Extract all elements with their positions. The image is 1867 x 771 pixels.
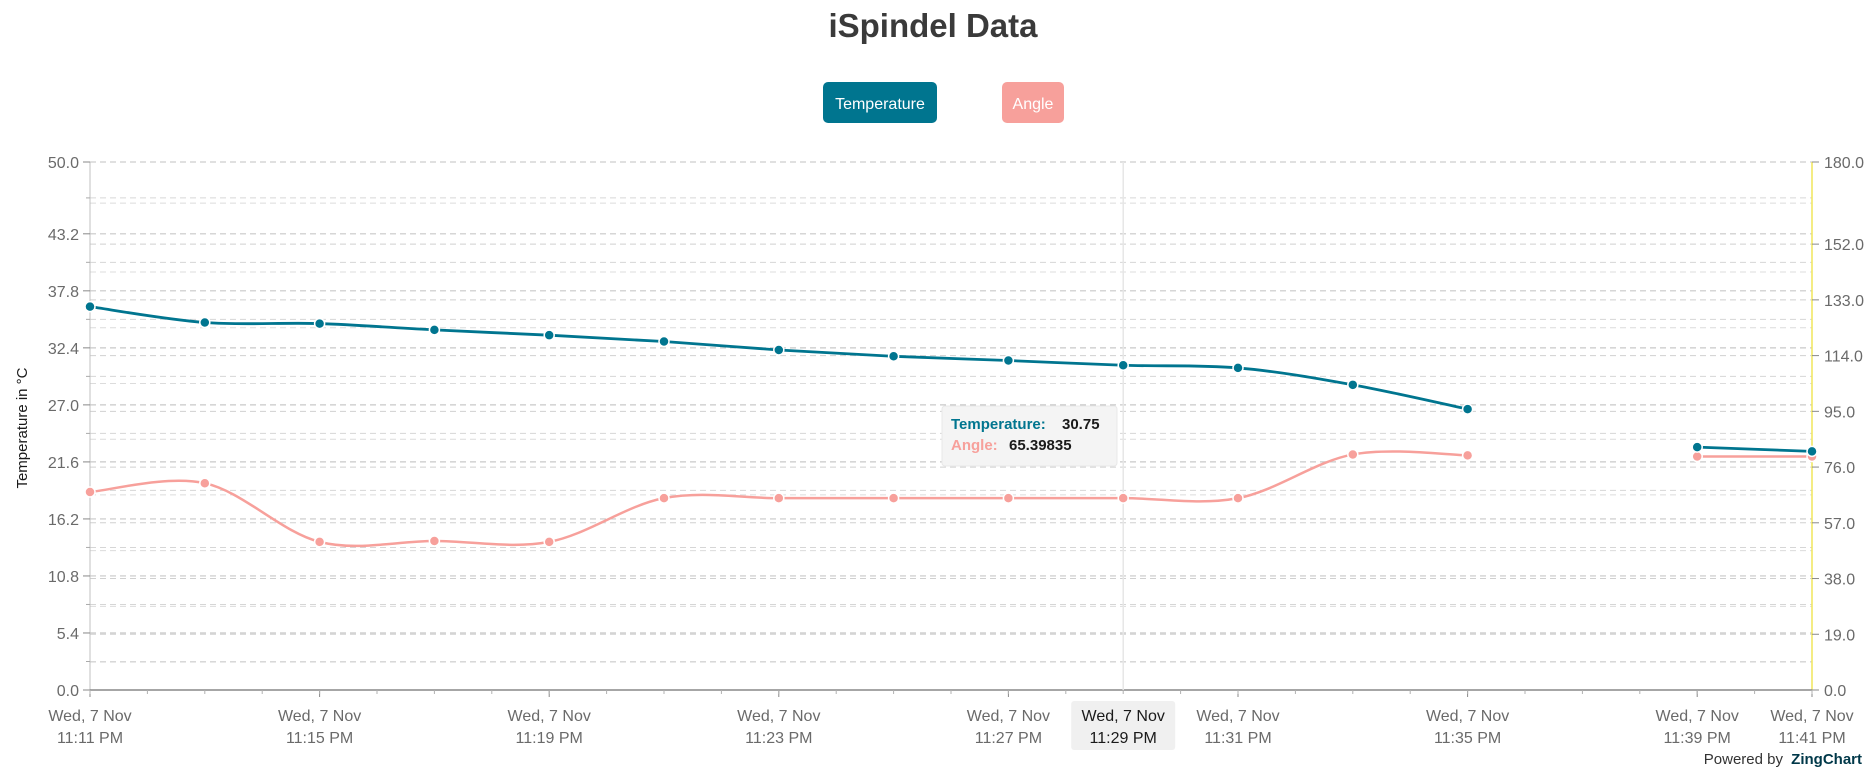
- chart-title: iSpindel Data: [828, 7, 1038, 44]
- x-tick-label-date: Wed, 7 Nov: [1196, 708, 1279, 725]
- data-point-angle[interactable]: [313, 536, 326, 548]
- x-tick-label-time: 11:19 PM: [516, 730, 583, 747]
- y-tick-label-left: 32.4: [48, 341, 79, 358]
- tooltip-value: 30.75: [1062, 416, 1100, 433]
- data-point-angle[interactable]: [428, 535, 441, 547]
- data-point-angle[interactable]: [1691, 450, 1703, 463]
- data-point-temperature[interactable]: [543, 329, 555, 341]
- y-tick-label-left: 0.0: [57, 683, 79, 700]
- data-point-temperature[interactable]: [1232, 362, 1244, 374]
- data-point-angle[interactable]: [199, 477, 211, 489]
- data-point-temperature[interactable]: [84, 300, 96, 313]
- data-point-angle[interactable]: [1461, 449, 1474, 462]
- x-tick-label-time: 11:11 PM: [57, 730, 123, 747]
- x-tick-label-date: Wed, 7 Nov: [508, 708, 591, 725]
- data-point-temperature[interactable]: [1117, 359, 1129, 372]
- y-tick-label-left: 43.2: [48, 227, 79, 244]
- data-point-angle[interactable]: [887, 492, 900, 504]
- data-point-temperature[interactable]: [1806, 445, 1818, 458]
- y-tick-label-right: 133.0: [1824, 293, 1864, 310]
- y-tick-label-left: 27.0: [48, 398, 79, 415]
- tooltip-label: Temperature:: [951, 416, 1046, 433]
- x-tick-label-time: 11:41 PM: [1778, 730, 1845, 747]
- x-tick-label-date: Wed, 7 Nov: [967, 708, 1050, 725]
- y-tick-label-right: 180.0: [1824, 155, 1864, 172]
- x-tick-label-date: Wed, 7 Nov: [48, 708, 131, 725]
- legend-angle-button[interactable]: Angle: [1002, 82, 1064, 123]
- crosshair-x-label-date: Wed, 7 Nov: [1082, 708, 1165, 725]
- tooltip-box: [941, 405, 1118, 467]
- data-point-temperature[interactable]: [887, 350, 900, 363]
- zingchart-brand: ZingChart: [1791, 751, 1862, 768]
- y-axis-label: Temperature in °C: [14, 367, 31, 488]
- x-tick-label-time: 11:31 PM: [1204, 730, 1271, 747]
- legend-temperature-button[interactable]: Temperature: [823, 82, 937, 123]
- y-tick-label-left: 10.8: [48, 569, 79, 586]
- y-tick-label-right: 19.0: [1824, 627, 1855, 644]
- data-point-angle[interactable]: [84, 486, 96, 498]
- y-tick-label-left: 37.8: [48, 284, 79, 301]
- data-point-angle[interactable]: [1347, 448, 1359, 461]
- x-tick-label-time: 11:15 PM: [286, 730, 353, 747]
- legend-temperature-label: Temperature: [835, 96, 925, 113]
- data-point-temperature[interactable]: [658, 335, 670, 348]
- x-tick-label-time: 11:35 PM: [1434, 730, 1501, 747]
- series-line-temperature: [1697, 445, 1813, 453]
- x-tick-label-time: 11:23 PM: [745, 730, 812, 747]
- y-tick-label-left: 50.0: [48, 155, 79, 172]
- data-point-angle[interactable]: [543, 536, 555, 548]
- tooltip-label: Angle:: [951, 437, 998, 454]
- data-point-angle[interactable]: [1232, 492, 1244, 504]
- tooltip: Temperature: 30.75 Angle: 65.39835 Wed, 7 No…: [941, 405, 1176, 750]
- crosshair-x-label-time: 11:29 PM: [1090, 730, 1157, 747]
- series-layer: [84, 300, 1818, 548]
- x-tick-label-date: Wed, 7 Nov: [1426, 708, 1509, 725]
- data-point-temperature[interactable]: [1461, 403, 1474, 415]
- y-tick-label-right: 152.0: [1824, 237, 1864, 254]
- series-line-temperature: [89, 305, 1468, 411]
- grid-lines: [90, 161, 1812, 663]
- data-point-temperature[interactable]: [773, 344, 785, 356]
- data-point-temperature[interactable]: [199, 316, 211, 329]
- y-tick-label-right: 95.0: [1824, 404, 1855, 421]
- powered-by-text[interactable]: Powered by ZingChart: [1704, 751, 1862, 768]
- y-tick-label-left: 16.2: [48, 512, 79, 529]
- x-tick-label-date: Wed, 7 Nov: [1770, 708, 1853, 725]
- x-tick-label-date: Wed, 7 Nov: [1656, 708, 1739, 725]
- data-point-temperature[interactable]: [1347, 379, 1359, 391]
- tooltip-value: 65.39835: [1009, 437, 1072, 454]
- data-point-temperature[interactable]: [313, 317, 326, 330]
- data-point-temperature[interactable]: [1002, 354, 1015, 367]
- y-tick-label-right: 57.0: [1824, 516, 1855, 533]
- data-point-temperature[interactable]: [1691, 441, 1703, 453]
- powered-by-prefix: Powered by: [1704, 751, 1784, 768]
- y-tick-label-left: 5.4: [57, 626, 79, 643]
- data-point-temperature[interactable]: [428, 324, 441, 336]
- data-point-angle[interactable]: [658, 492, 670, 504]
- data-point-angle[interactable]: [773, 492, 785, 504]
- legend-angle-label: Angle: [1013, 96, 1054, 113]
- y-tick-label-right: 114.0: [1824, 349, 1863, 366]
- axes: 50.0 43.2 37.8 32.4 27.0 21.6 16.2 10.8 5.4 0.0 18…: [48, 155, 1864, 747]
- x-tick-label-time: 11:27 PM: [975, 730, 1042, 747]
- data-point-angle[interactable]: [1117, 492, 1129, 504]
- y-tick-label-right: 76.0: [1824, 460, 1855, 477]
- data-point-angle[interactable]: [1002, 492, 1015, 504]
- y-tick-label-left: 21.6: [48, 455, 79, 472]
- y-tick-label-right: 0.0: [1824, 683, 1846, 700]
- x-tick-label-time: 11:39 PM: [1664, 730, 1731, 747]
- x-tick-label-date: Wed, 7 Nov: [737, 708, 820, 725]
- y-tick-label-right: 38.0: [1824, 572, 1855, 589]
- crosshair-x-label-box: [1071, 701, 1176, 750]
- x-tick-label-date: Wed, 7 Nov: [278, 708, 361, 725]
